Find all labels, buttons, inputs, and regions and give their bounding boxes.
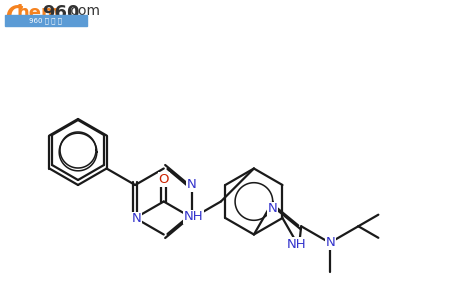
Text: NH: NH <box>183 210 203 224</box>
Bar <box>5 15 87 26</box>
Text: N: N <box>267 202 277 215</box>
Text: 960 化 工 网: 960 化 工 网 <box>29 18 63 24</box>
Text: hem: hem <box>16 4 60 22</box>
Text: N: N <box>186 178 196 192</box>
Text: 960: 960 <box>42 4 80 22</box>
Text: O: O <box>158 173 169 186</box>
Text: .com: .com <box>67 4 101 18</box>
Text: N: N <box>131 212 141 226</box>
Text: N: N <box>326 236 336 249</box>
Text: C: C <box>5 4 22 28</box>
Text: NH: NH <box>287 238 307 251</box>
